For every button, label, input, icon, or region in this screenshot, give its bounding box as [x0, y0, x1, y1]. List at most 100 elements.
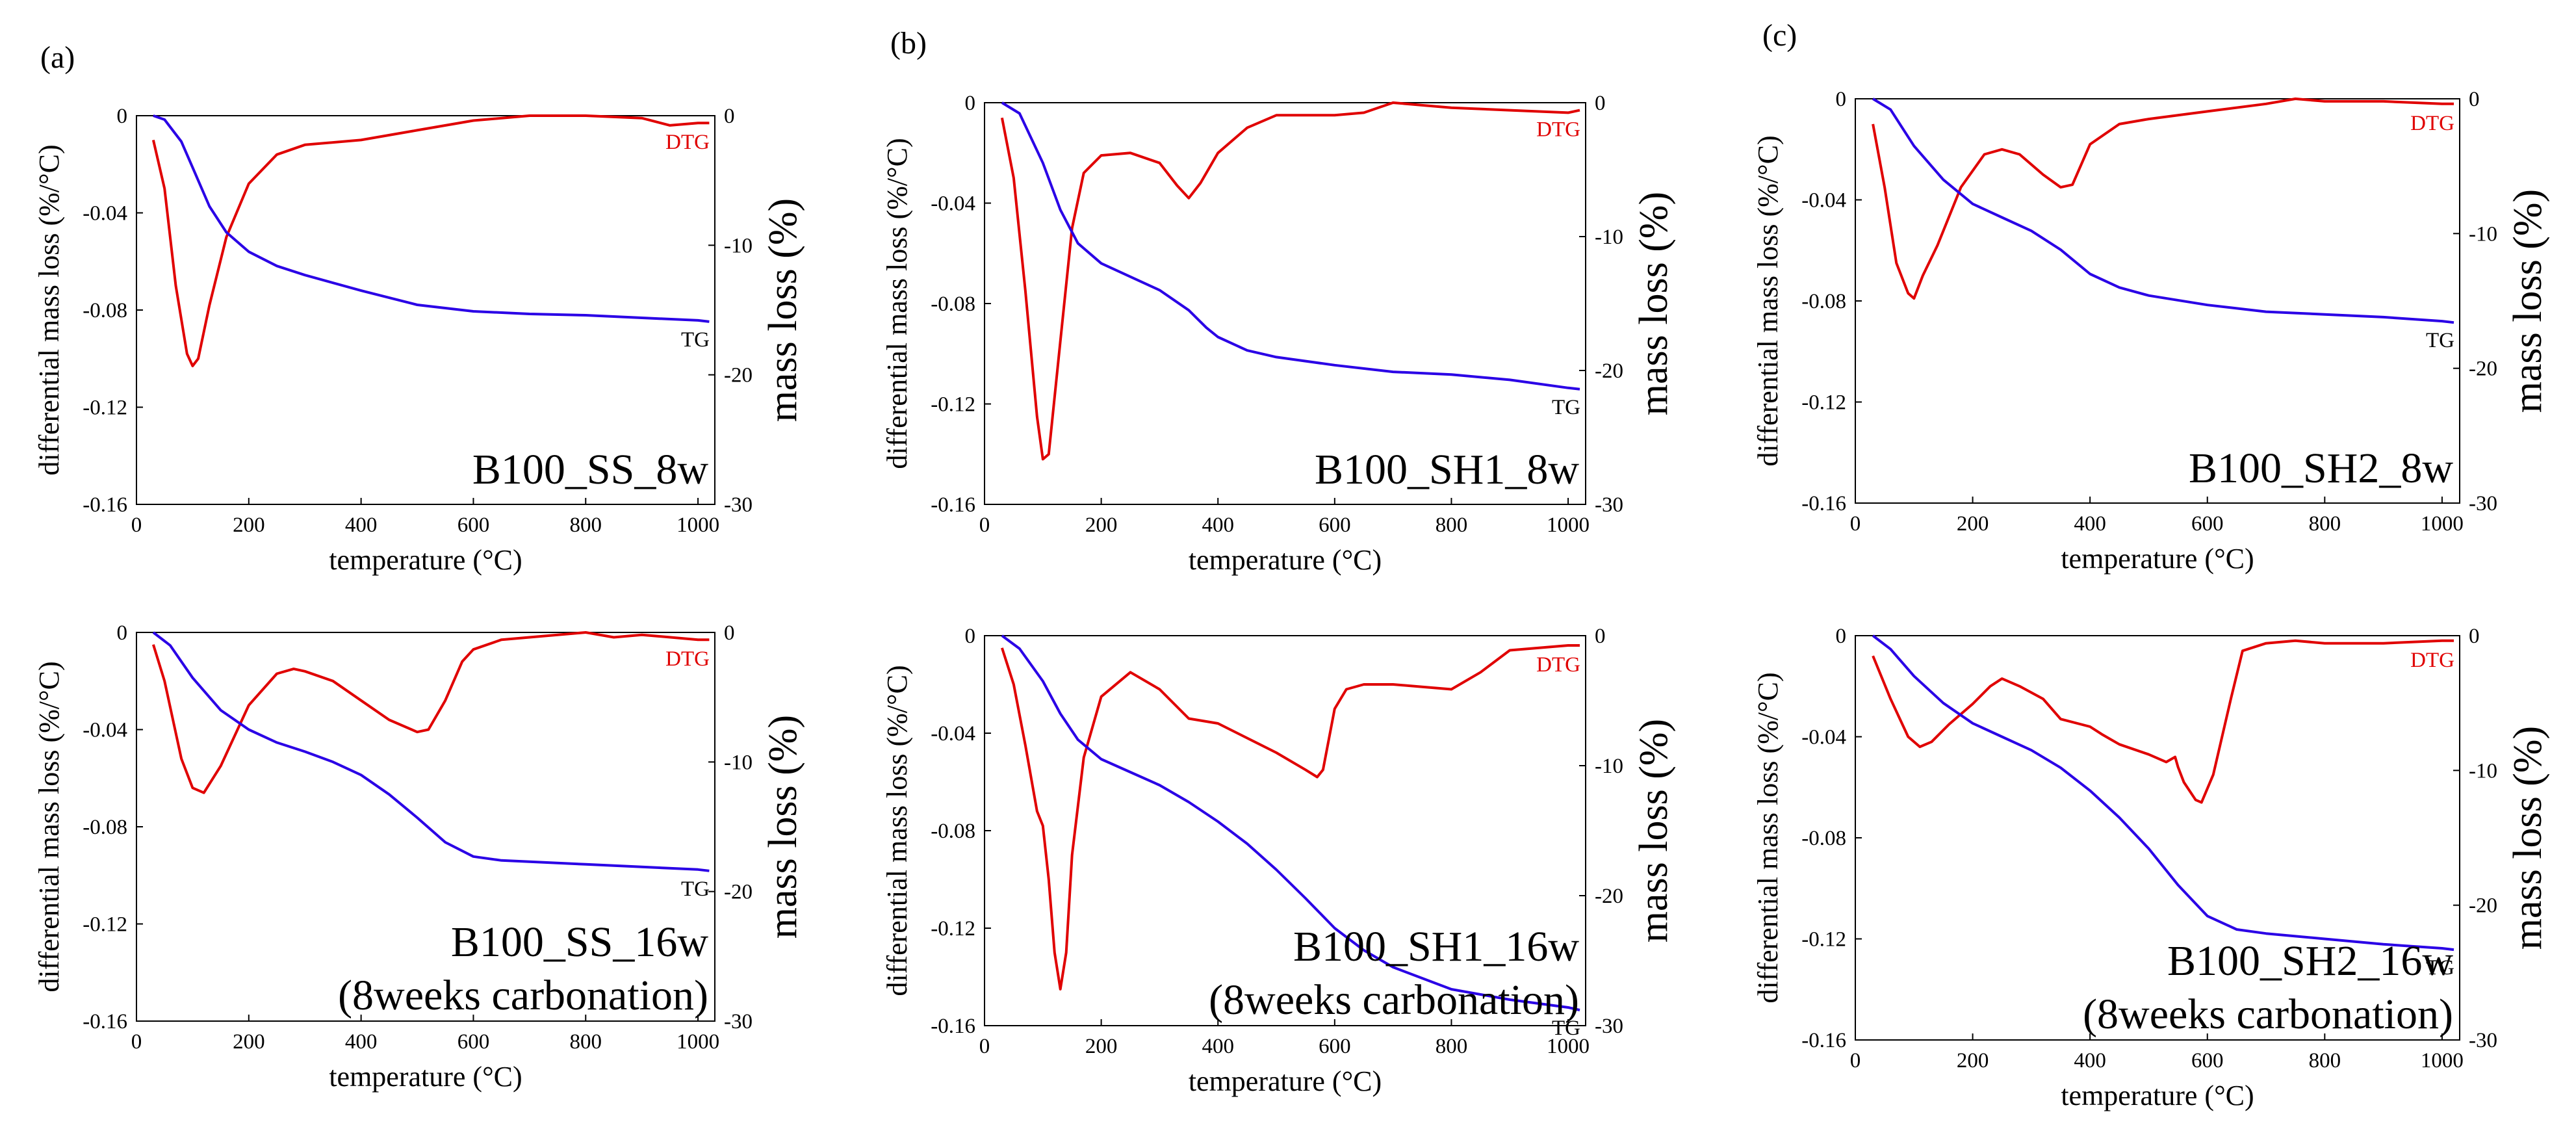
y-right-tick-label: -30	[1595, 493, 1623, 517]
x-tick-label: 800	[2309, 512, 2341, 536]
series-dtg-label: DTG	[2410, 112, 2454, 135]
sample-name-label: B100_SS_16w	[451, 918, 708, 966]
y-right-axis-label: mass loss (%)	[761, 715, 805, 939]
y-left-tick-label: -0.04	[931, 722, 975, 746]
x-tick-label: 0	[1850, 512, 1861, 536]
x-tick-label: 1000	[676, 513, 719, 537]
x-tick-label: 0	[979, 1035, 990, 1058]
panel-b100-ss-16w: 0 200 400 600 800 10000-0.04-0.08-0.12-0.160-…	[33, 621, 805, 1093]
y-right-tick-label: -20	[724, 364, 753, 387]
y-left-tick-label: -0.04	[1801, 726, 1846, 749]
y-left-tick-label: -0.04	[931, 192, 975, 216]
x-tick-label: 0	[131, 513, 142, 537]
sample-name-label: B100_SS_8w	[472, 446, 708, 493]
y-left-tick-label: -0.08	[1801, 290, 1846, 313]
y-left-tick-label: 0	[117, 105, 128, 128]
series-dtg-line	[151, 114, 710, 367]
x-tick-label: 400	[345, 1030, 378, 1054]
x-tick-label: 200	[1085, 513, 1118, 537]
series-tg-label: TG	[2426, 329, 2454, 352]
y-left-axis-label: differential mass loss (%/°C)	[1752, 135, 1784, 466]
x-tick-label: 200	[233, 513, 265, 537]
x-tick-label: 200	[1085, 1035, 1118, 1058]
sample-name-label: B100_SH2_16w	[2167, 937, 2453, 985]
y-left-tick-label: -0.12	[1801, 928, 1846, 952]
x-tick-label: 200	[1957, 512, 1989, 536]
series-tg-label: TG	[681, 328, 710, 352]
panel-letter-a: (a)	[40, 40, 75, 75]
x-tick-label: 800	[570, 513, 602, 537]
y-left-tick-label: -0.08	[931, 292, 975, 316]
x-tick-label: 1000	[1547, 1035, 1590, 1058]
y-right-tick-label: 0	[2469, 88, 2480, 111]
sample-condition-label: (8weeks carbonation)	[1209, 976, 1579, 1024]
panel-letter-b: (b)	[890, 26, 927, 60]
x-tick-label: 600	[457, 1030, 490, 1054]
series-tg-line	[153, 114, 710, 323]
x-tick-label: 1000	[2421, 1049, 2464, 1072]
y-right-tick-label: -10	[2469, 222, 2497, 246]
y-left-tick-label: 0	[117, 621, 128, 645]
y-right-tick-label: -10	[724, 234, 753, 257]
x-tick-label: 400	[345, 513, 378, 537]
y-left-tick-label: -0.08	[83, 299, 127, 322]
x-tick-label: 400	[2074, 1049, 2106, 1072]
y-right-tick-label: 0	[2469, 625, 2480, 648]
x-tick-label: 800	[1436, 1035, 1468, 1058]
y-left-tick-label: -0.16	[83, 1010, 127, 1033]
panel-b100-ss-8w: 0 200 400 600 800 10000-0.04-0.08-0.12-0.160-…	[33, 105, 805, 576]
y-right-axis-label: mass loss (%)	[761, 198, 805, 422]
y-right-tick-label: -20	[1595, 359, 1623, 383]
y-left-tick-label: -0.16	[1801, 492, 1846, 515]
x-axis-label: temperature (°C)	[329, 544, 522, 576]
x-tick-label: 800	[2309, 1049, 2341, 1072]
y-right-tick-label: 0	[724, 105, 735, 128]
plot-frame	[984, 102, 1586, 505]
y-left-tick-label: -0.04	[83, 202, 127, 226]
y-right-axis-label: mass loss (%)	[1632, 192, 1676, 415]
x-tick-label: 0	[1850, 1049, 1861, 1072]
series-tg-label: TG	[1552, 1017, 1580, 1040]
series-tg-line	[152, 631, 710, 872]
y-right-tick-label: -20	[724, 881, 753, 904]
y-left-axis-label: differential mass loss (%/°C)	[1752, 672, 1784, 1003]
x-tick-label: 400	[1202, 1035, 1234, 1058]
y-left-tick-label: -0.16	[83, 493, 127, 517]
sample-name-label: B100_SH1_8w	[1315, 446, 1579, 493]
series-dtg-label: DTG	[1536, 653, 1580, 677]
y-right-tick-label: -20	[2469, 357, 2497, 381]
series-dtg-line	[151, 631, 710, 794]
y-left-tick-label: 0	[965, 625, 976, 648]
y-left-tick-label: -0.08	[931, 820, 975, 843]
sample-name-label: B100_SH2_8w	[2189, 445, 2453, 492]
series-tg-label: TG	[1552, 396, 1580, 419]
y-left-tick-label: -0.08	[1801, 827, 1846, 850]
x-tick-label: 0	[979, 513, 990, 537]
series-dtg-label: DTG	[665, 131, 710, 154]
y-left-tick-label: -0.12	[83, 396, 127, 420]
y-right-tick-label: -20	[2469, 894, 2497, 918]
x-axis-label: temperature (°C)	[1189, 1065, 1382, 1097]
x-axis-label: temperature (°C)	[2061, 1080, 2254, 1111]
series-dtg-line	[1872, 97, 2454, 300]
y-right-tick-label: -10	[1595, 226, 1623, 249]
x-tick-label: 200	[233, 1030, 265, 1054]
x-tick-label: 600	[2191, 1049, 2224, 1072]
y-right-tick-label: -30	[724, 493, 753, 517]
series-dtg-label: DTG	[2410, 649, 2454, 672]
x-tick-label: 0	[131, 1030, 142, 1054]
y-left-tick-label: -0.16	[931, 1015, 975, 1038]
series-dtg-label: DTG	[665, 647, 710, 671]
y-right-tick-label: -10	[2469, 759, 2497, 783]
y-right-axis-label: mass loss (%)	[2506, 189, 2550, 413]
x-tick-label: 800	[570, 1030, 602, 1054]
x-tick-label: 600	[1319, 1035, 1351, 1058]
series-tg-label: TG	[681, 877, 710, 901]
x-axis-label: temperature (°C)	[329, 1061, 522, 1093]
x-tick-label: 600	[457, 513, 490, 537]
series-tg-line	[1001, 634, 1580, 1011]
sample-condition-label: (8weeks carbonation)	[338, 972, 708, 1019]
x-axis-label: temperature (°C)	[1189, 544, 1382, 576]
y-right-tick-label: -10	[1595, 755, 1623, 778]
